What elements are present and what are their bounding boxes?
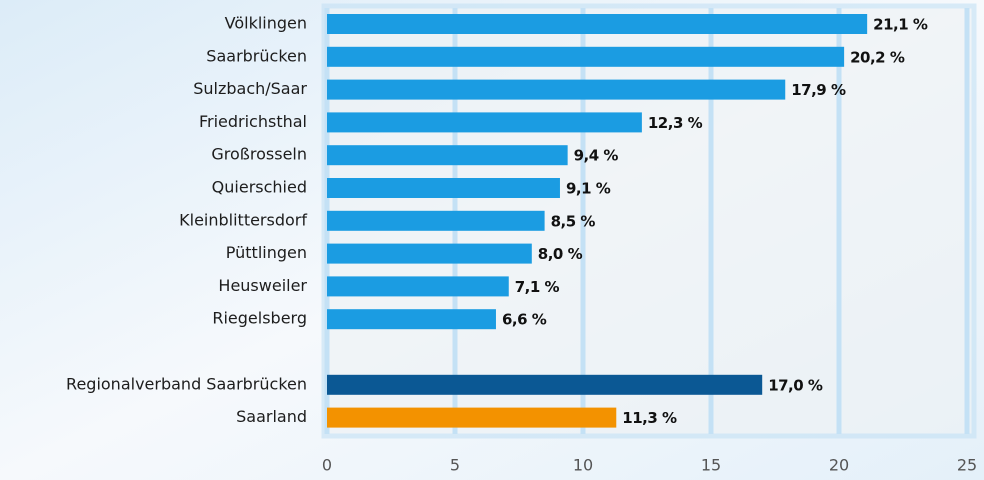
bar: [327, 375, 762, 395]
value-label: 17,0 %: [768, 376, 823, 394]
bar: [327, 244, 532, 264]
value-label: 11,3 %: [622, 409, 677, 427]
category-label: Heusweiler: [218, 276, 307, 295]
bar: [327, 211, 545, 231]
value-label: 9,1 %: [566, 180, 611, 198]
category-label: Quierschied: [212, 178, 307, 197]
category-label: Großrosseln: [211, 145, 307, 164]
category-label: Kleinblittersdorf: [179, 210, 307, 229]
category-label: Püttlingen: [226, 243, 307, 262]
category-label: Regionalverband Saarbrücken: [66, 374, 307, 393]
value-label: 12,3 %: [648, 114, 703, 132]
value-label: 8,0 %: [538, 245, 583, 263]
category-label: Riegelsberg: [212, 309, 307, 328]
bar: [327, 145, 568, 165]
bar: [327, 47, 844, 67]
x-tick-label: 15: [701, 456, 721, 475]
chart: 0 5 10 15 20 25 Völklingen 21,1 % Saarbrücken 20,…: [0, 0, 984, 480]
bar: [327, 178, 560, 198]
category-label: Saarbrücken: [206, 46, 307, 65]
bar: [327, 80, 785, 100]
value-label: 17,9 %: [791, 81, 846, 99]
x-tick-label: 0: [322, 456, 332, 475]
value-label: 7,1 %: [515, 278, 560, 296]
value-label: 20,2 %: [850, 48, 905, 66]
bar: [327, 14, 867, 34]
category-label: Saarland: [236, 407, 307, 426]
value-label: 8,5 %: [551, 212, 596, 230]
bar: [327, 309, 496, 329]
bar: [327, 112, 642, 132]
bar: [327, 408, 616, 428]
value-label: 6,6 %: [502, 311, 547, 329]
category-label: Friedrichsthal: [199, 112, 307, 131]
x-tick-label: 5: [450, 456, 460, 475]
category-label: Völklingen: [225, 14, 307, 33]
value-label: 21,1 %: [873, 16, 928, 34]
value-label: 9,4 %: [574, 147, 619, 165]
x-tick-label: 10: [573, 456, 593, 475]
category-label: Sulzbach/Saar: [193, 79, 307, 98]
bar: [327, 276, 509, 296]
x-tick-label: 25: [957, 456, 977, 475]
x-tick-label: 20: [829, 456, 849, 475]
